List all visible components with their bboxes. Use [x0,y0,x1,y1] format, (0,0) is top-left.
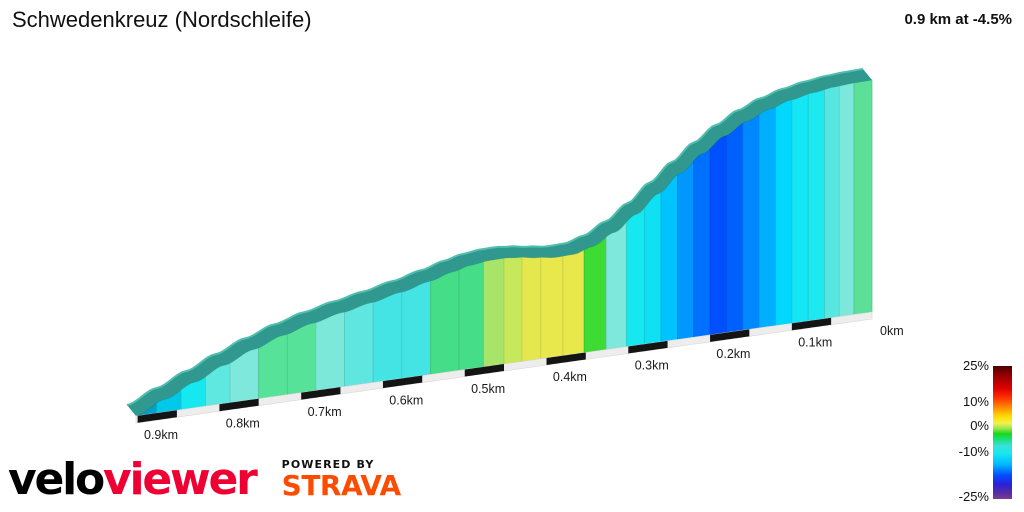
profile-segment[interactable] [583,236,607,354]
profile-segment[interactable] [344,301,374,387]
profile-segment[interactable] [229,347,260,404]
profile-segment[interactable] [315,311,345,391]
distance-tick-label: 0.7km [308,405,342,419]
chart-header: Schwedenkreuz (Nordschleife) 0.9 km at -… [0,0,1024,42]
profile-segment[interactable] [742,113,760,331]
profile-segment[interactable] [430,269,460,375]
distance-tick-label: 0.9km [144,428,178,442]
profile-segment[interactable] [693,147,711,338]
profile-segment[interactable] [644,192,662,345]
page-title: Schwedenkreuz (Nordschleife) [12,7,312,32]
legend-tick-neg25: -25% [958,489,989,504]
base-road-dash [791,317,832,331]
legend-tick-10: 10% [962,394,989,409]
profile-segment[interactable] [605,220,628,350]
logo-text-velo: velo [8,454,105,505]
veloviewer-logo[interactable]: veloviewer [8,454,258,505]
profile-segment[interactable] [791,93,809,324]
base-road-dash [628,340,668,354]
distance-tick-label: 0.1km [798,336,832,350]
profile-segment[interactable] [726,122,744,333]
profile-base-road [135,311,873,424]
strava-logo[interactable]: STRAVA [281,468,402,502]
powered-by-label: POWERED BY [281,457,375,471]
profile-segment[interactable] [824,85,840,320]
logo-text-viewer: viewer [103,454,258,505]
distance-tick-label: 0.4km [553,370,587,384]
strava-attribution: POWERED BY STRAVA [281,457,402,503]
profile-segment[interactable] [758,106,776,329]
profile-segment[interactable] [286,322,317,396]
profile-segment[interactable] [677,159,695,340]
profile-segment[interactable] [521,256,542,362]
distance-tick-label: 0.3km [635,359,669,373]
profile-segment[interactable] [838,82,855,318]
profile-top-surface [126,68,872,416]
profile-segment-faces [135,79,873,417]
legend-tick-25: 25% [962,358,989,373]
base-road-dash [546,352,586,365]
profile-segment[interactable] [626,206,646,348]
profile-segment[interactable] [372,291,403,383]
legend-tick-0: 0% [970,418,989,433]
profile-segment[interactable] [709,135,727,336]
distance-tick-label: 0.8km [226,416,260,430]
gradient-colour-bar [993,366,1012,499]
distance-tick-label: 0.6km [389,393,423,407]
profile-segment[interactable] [540,255,564,360]
base-road-dash [710,329,750,342]
base-road-dash [137,410,177,423]
profile-ridge-highlight [126,68,864,406]
profile-segment[interactable] [458,261,484,371]
profile-3d-top-band [127,69,872,416]
elevation-profile-svg[interactable]: 0.9km 0.8km 0.7km 0.6km 0.5km 0.4km 0.3km 0.2km… [0,42,930,442]
base-road-dash [464,364,504,377]
profile-segment[interactable] [483,257,505,368]
distance-tick-labels: 0.9km 0.8km 0.7km 0.6km 0.5km 0.4km 0.3km 0.2km… [144,324,904,442]
elevation-profile-chart[interactable]: 0.9km 0.8km 0.7km 0.6km 0.5km 0.4km 0.3km 0.2km… [0,42,930,442]
base-road-dash [219,398,259,412]
profile-segment[interactable] [503,256,523,365]
legend-tick-neg10: -10% [958,444,989,459]
profile-segment[interactable] [660,173,678,343]
profile-segment[interactable] [562,249,585,357]
profile-segment[interactable] [775,99,793,327]
profile-segment[interactable] [853,79,873,315]
distance-tick-label: 0km [880,324,904,338]
profile-segment[interactable] [401,280,431,379]
profile-segment[interactable] [807,89,825,322]
climb-summary-stat: 0.9 km at -4.5% [904,11,1012,28]
base-road-dash [301,387,341,400]
distance-tick-label: 0.5km [471,382,505,396]
base-road-dash [382,375,423,389]
distance-tick-label: 0.2km [716,347,750,361]
gradient-colour-legend: 25% 10% 0% -10% -25% [922,355,1018,505]
branding-footer: veloviewer POWERED BY STRAVA [8,456,401,504]
